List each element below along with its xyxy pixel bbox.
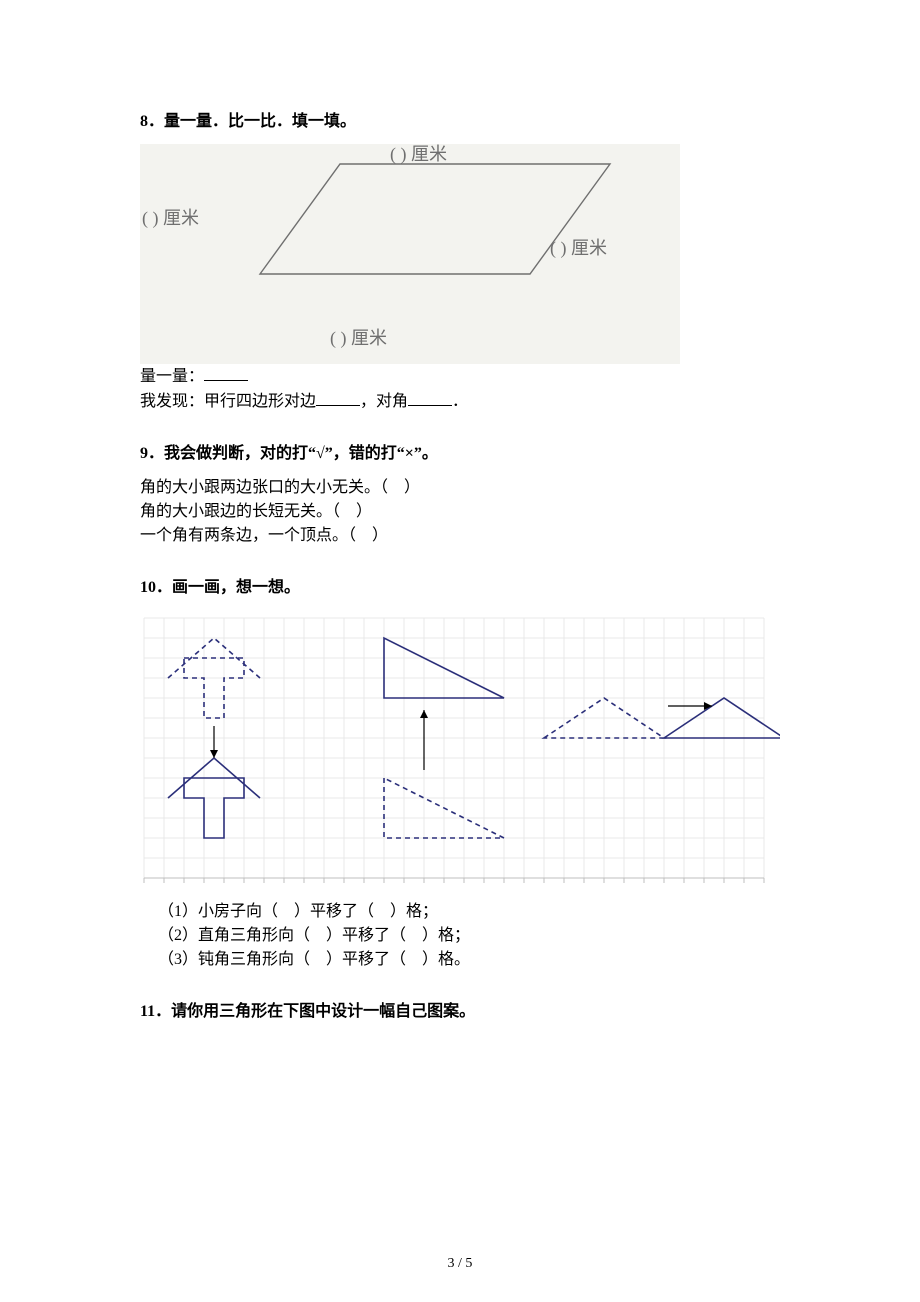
blank <box>204 364 248 381</box>
blank <box>408 389 452 406</box>
q8-line1: 量一量： <box>140 364 780 389</box>
q8-line1-pre: 量一量： <box>140 368 204 385</box>
question-11: 11．请你用三角形在下图中设计一幅自己图案。 <box>140 1000 780 1024</box>
q11-title: 11．请你用三角形在下图中设计一幅自己图案。 <box>140 1000 780 1024</box>
q9-item-3: 一个角有两条边，一个顶点。（ ） <box>140 524 780 548</box>
question-10: 10．画一画，想一想。 （1）小房子向（ ）平移了（ ）格； （2）直角三角形向… <box>140 576 780 972</box>
q8-title: 8．量一量．比一比．填一填。 <box>140 110 780 134</box>
question-9: 9．我会做判断，对的打“√”，错的打“×”。 角的大小跟两边张口的大小无关。（ … <box>140 442 780 548</box>
question-8: 8．量一量．比一比．填一填。 ( ) 厘米 ( ) 厘米 ( ) 厘米( ) 厘米 … <box>140 110 780 414</box>
svg-text:( ) 厘米: ( ) 厘米 <box>142 208 199 229</box>
q8-diagram: ( ) 厘米 ( ) 厘米 ( ) 厘米 ( ) 厘米 <box>140 144 680 364</box>
q9-title: 9．我会做判断，对的打“√”，错的打“×”。 <box>140 442 780 466</box>
q10-sub-1: （1）小房子向（ ）平移了（ ）格； <box>140 900 780 924</box>
q10-sub-2: （2）直角三角形向（ ）平移了（ ）格； <box>140 924 780 948</box>
svg-text:( ) 厘米: ( ) 厘米 <box>330 328 387 349</box>
q10-sub-3: （3）钝角三角形向（ ）平移了（ ）格。 <box>140 948 780 972</box>
q8-line2-end: ． <box>452 393 468 410</box>
q10-title: 10．画一画，想一想。 <box>140 576 780 600</box>
q10-diagram <box>140 614 780 894</box>
q8-line2: 我发现：甲行四边形对边 ，对角 ． <box>140 389 780 414</box>
q8-line2-pre: 我发现：甲行四边形对边 <box>140 393 316 410</box>
blank <box>316 389 360 406</box>
q9-item-1: 角的大小跟两边张口的大小无关。（ ） <box>140 476 780 500</box>
svg-text:( ) 厘米: ( ) 厘米 <box>550 238 607 259</box>
q8-line2-mid: ，对角 <box>360 393 408 410</box>
page-number: 3 / 5 <box>0 1253 920 1274</box>
q9-item-2: 角的大小跟边的长短无关。（ ） <box>140 500 780 524</box>
svg-text:( ) 厘米: ( ) 厘米 <box>390 144 447 165</box>
